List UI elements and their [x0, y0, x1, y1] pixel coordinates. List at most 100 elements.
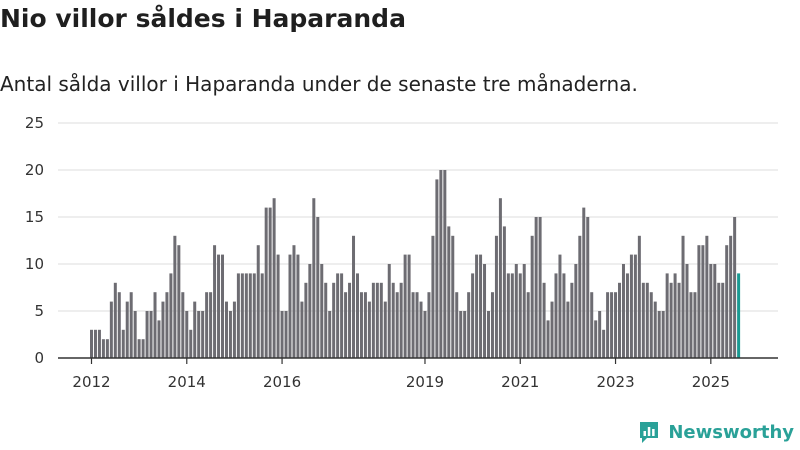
bar: [697, 245, 701, 358]
y-tick-label: 25: [25, 114, 44, 132]
bar: [228, 311, 232, 358]
bars: [90, 170, 741, 358]
bar: [709, 264, 713, 358]
bar: [522, 264, 526, 358]
y-tick-label: 5: [34, 302, 44, 320]
bar: [490, 292, 494, 358]
bar: [165, 292, 169, 358]
bar: [379, 282, 383, 358]
bar: [471, 273, 475, 358]
bar: [141, 339, 145, 358]
bar: [213, 245, 217, 358]
bar: [367, 301, 371, 358]
bar: [355, 273, 359, 358]
bar: [494, 235, 498, 358]
bar: [340, 273, 344, 358]
bar: [304, 282, 308, 358]
bar: [375, 282, 379, 358]
bar: [717, 282, 721, 358]
bar: [292, 245, 296, 358]
bar: [419, 301, 423, 358]
bar: [435, 179, 439, 358]
bar: [240, 273, 244, 358]
data-labels: 9: [738, 0, 747, 4]
bar: [598, 311, 602, 358]
bar: [312, 198, 316, 358]
bar: [173, 235, 177, 358]
y-tick-label: 10: [25, 255, 44, 273]
bar: [236, 273, 240, 358]
bar: [618, 282, 622, 358]
bar: [272, 198, 276, 358]
bar: [177, 245, 181, 358]
bar: [161, 301, 165, 358]
bar: [701, 245, 705, 358]
bar: [610, 292, 614, 358]
bar: [363, 292, 367, 358]
x-tick-label: 2023: [596, 373, 634, 391]
bar: [502, 226, 506, 358]
bar: [721, 282, 725, 358]
bar: [391, 282, 395, 358]
bar: [594, 320, 598, 358]
bar: [316, 217, 320, 358]
bar: [185, 311, 189, 358]
bar: [189, 329, 193, 358]
bar: [467, 292, 471, 358]
bar: [387, 264, 391, 358]
bar: [657, 311, 661, 358]
bar: [125, 301, 129, 358]
bar: [137, 339, 141, 358]
bar: [193, 301, 197, 358]
bar: [586, 217, 590, 358]
bar: [705, 235, 709, 358]
bar: [113, 282, 117, 358]
bar: [248, 273, 252, 358]
bar: [359, 292, 363, 358]
bar: [308, 264, 312, 358]
bar: [475, 254, 479, 358]
bar: [582, 207, 586, 358]
bar: [510, 273, 514, 358]
bar: [566, 301, 570, 358]
x-tick-label: 2014: [168, 373, 206, 391]
bar: [606, 292, 610, 358]
bar: [498, 198, 502, 358]
bar: [685, 264, 689, 358]
brand-name: Newsworthy: [668, 421, 794, 443]
bar: [149, 311, 153, 358]
bar: [252, 273, 256, 358]
bar: [590, 292, 594, 358]
bar: [268, 207, 272, 358]
bar: [447, 226, 451, 358]
bar: [534, 217, 538, 358]
bar: [371, 282, 375, 358]
bar: [570, 282, 574, 358]
bar: [451, 235, 455, 358]
bar: [129, 292, 133, 358]
bar: [153, 292, 157, 358]
x-tick-label: 2019: [406, 373, 444, 391]
bar: [455, 292, 459, 358]
bar: [336, 273, 340, 358]
bar: [431, 235, 435, 358]
bar: [403, 254, 407, 358]
bar: [550, 301, 554, 358]
bar: [348, 282, 352, 358]
bar: [665, 273, 669, 358]
bar: [443, 170, 447, 358]
bar: [232, 301, 236, 358]
bar: [288, 254, 292, 358]
bar: [324, 282, 328, 358]
bar: [729, 235, 733, 358]
bar: [614, 292, 618, 358]
bar: [558, 254, 562, 358]
bar: [117, 292, 121, 358]
y-tick-label: 20: [25, 161, 44, 179]
bar: [554, 273, 558, 358]
y-tick-label: 0: [34, 349, 44, 367]
bar: [653, 301, 657, 358]
bar: [300, 301, 304, 358]
bar: [90, 329, 93, 358]
y-tick-label: 15: [25, 208, 44, 226]
